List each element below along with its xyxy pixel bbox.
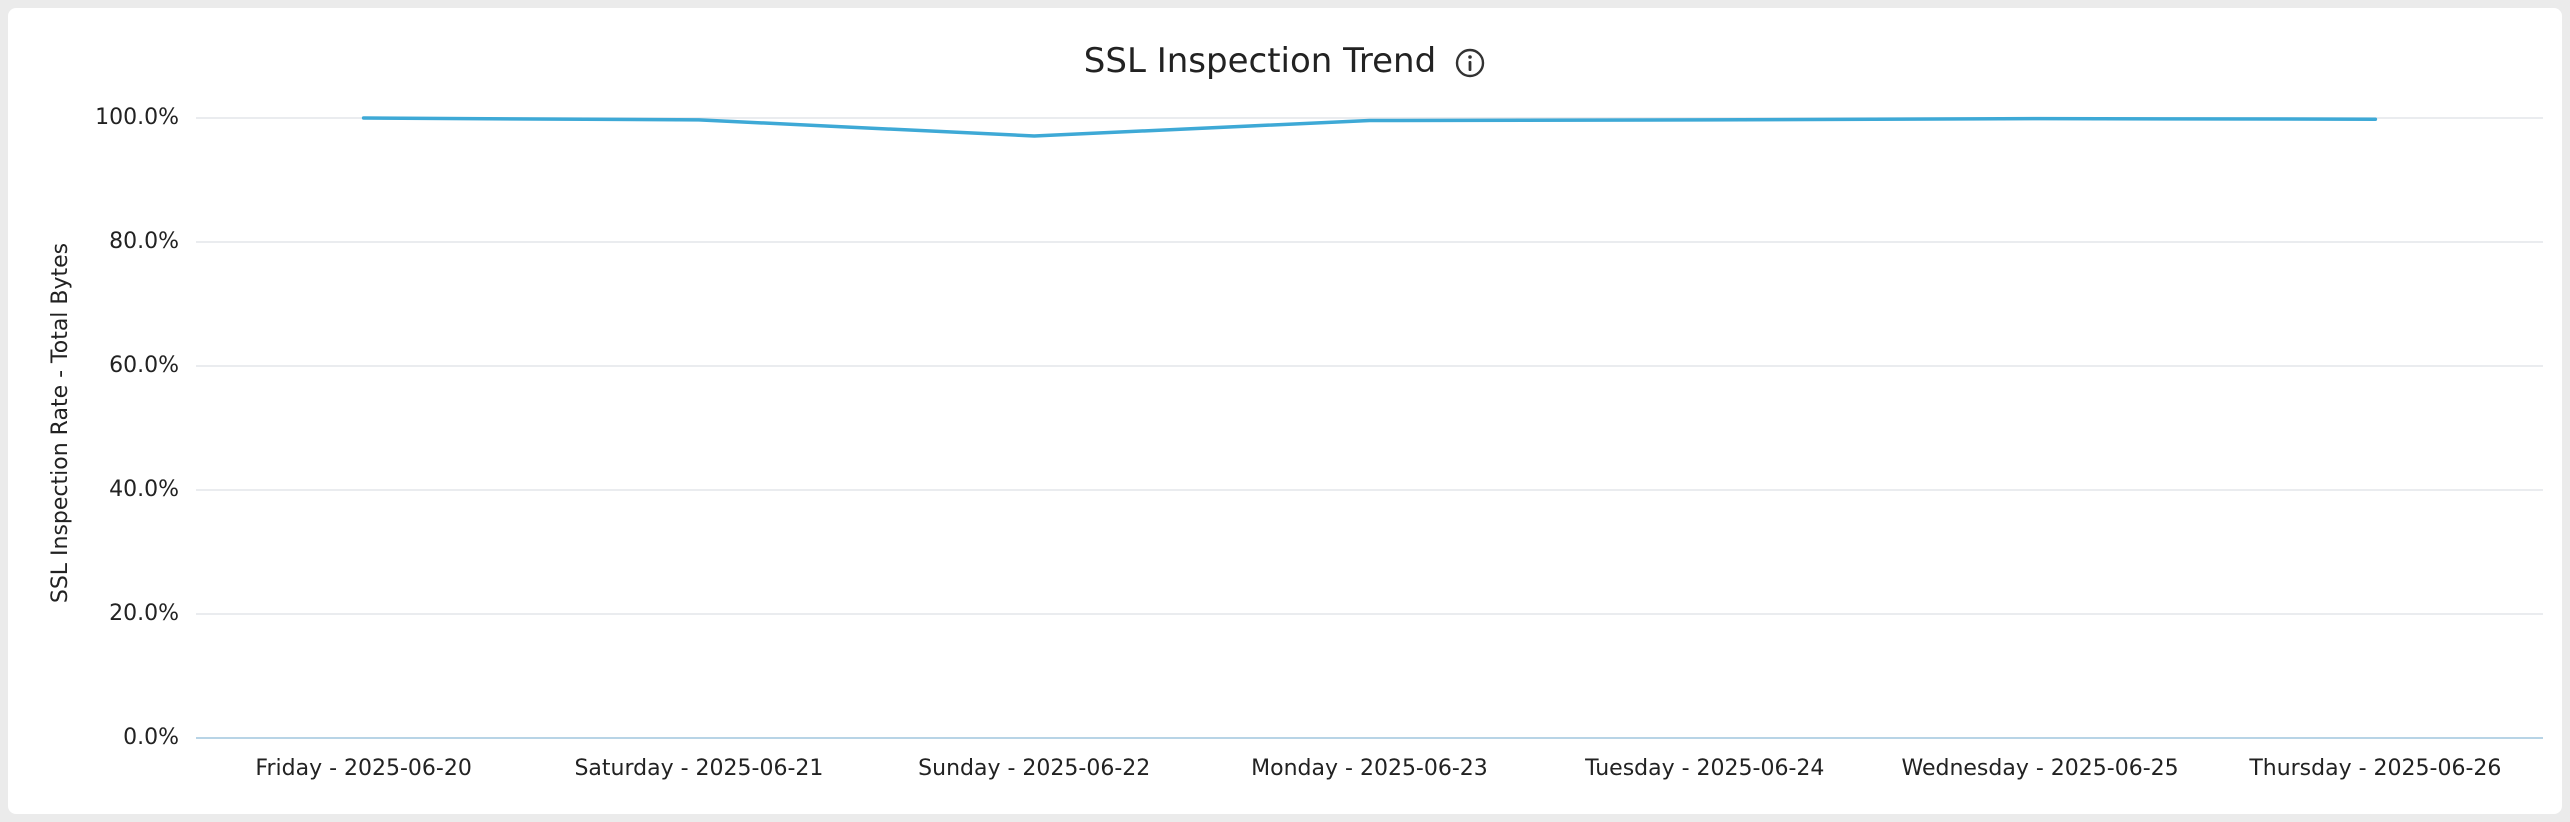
y-tick-label: 40.0% <box>109 477 179 502</box>
data-point[interactable] <box>1364 114 1376 126</box>
y-axis-ticks: 0.0% 20.0% 40.0% 60.0% 80.0% 100.0% <box>95 105 179 750</box>
series-layer <box>358 112 2381 142</box>
y-tick-label: 20.0% <box>109 601 179 626</box>
x-tick-label: Friday - 2025-06-20 <box>255 756 471 781</box>
series-line[interactable] <box>361 116 2378 138</box>
x-tick-label: Monday - 2025-06-23 <box>1251 756 1488 781</box>
x-axis-ticks: Friday - 2025-06-20 Saturday - 2025-06-21… <box>255 756 2501 781</box>
y-tick-label: 100.0% <box>95 105 179 130</box>
y-tick-label: 80.0% <box>109 229 179 254</box>
chart-header: SSL Inspection Trend <box>8 36 2562 86</box>
x-tick-label: Thursday - 2025-06-26 <box>2248 756 2501 781</box>
data-point[interactable] <box>2034 113 2046 125</box>
gridlines <box>196 117 2543 739</box>
data-point[interactable] <box>693 114 705 126</box>
x-tick-label: Saturday - 2025-06-21 <box>574 756 823 781</box>
y-tick-label: 60.0% <box>109 353 179 378</box>
chart-card: SSL Inspection Trend <box>8 8 2562 814</box>
x-tick-label: Sunday - 2025-06-22 <box>918 756 1150 781</box>
x-tick-label: Tuesday - 2025-06-24 <box>1584 756 1824 781</box>
chart-title: SSL Inspection Trend <box>1083 41 1437 81</box>
y-tick-label: 0.0% <box>123 725 179 750</box>
y-axis-title: SSL Inspection Rate - Total Bytes <box>48 243 73 603</box>
data-point[interactable] <box>1699 114 1711 126</box>
data-point[interactable] <box>2369 113 2381 125</box>
x-tick-label: Wednesday - 2025-06-25 <box>1901 756 2178 781</box>
data-point[interactable] <box>1028 130 1040 142</box>
info-icon[interactable] <box>1454 47 1486 79</box>
data-point[interactable] <box>358 112 370 124</box>
